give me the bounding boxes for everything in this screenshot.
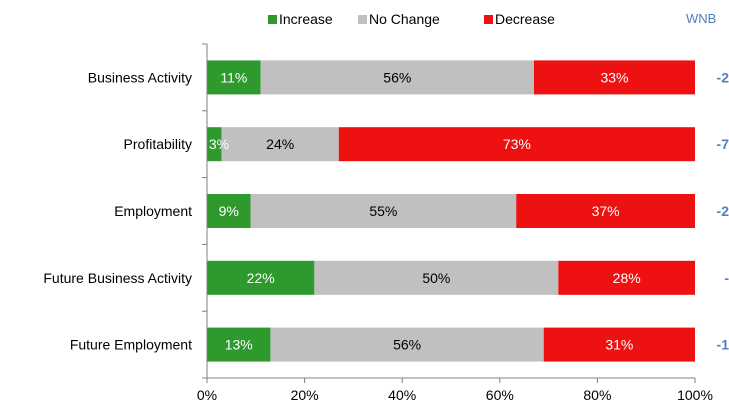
- x-tick-label-2: 40%: [388, 387, 416, 403]
- bar-decrease-future-employment: [543, 327, 695, 362]
- data-label-decrease-future-employment: 31%: [605, 337, 633, 353]
- legend-label-decrease: Decrease: [495, 11, 555, 27]
- wnb-value-future-business-activity: -: [724, 270, 729, 286]
- bar-increase-future-business-activity: [207, 260, 315, 295]
- x-tick-label-0: 0%: [197, 387, 217, 403]
- data-label-no-change-profitability: 24%: [266, 136, 294, 152]
- x-tick-label-4: 80%: [583, 387, 611, 403]
- data-label-increase-employment: 9%: [219, 203, 239, 219]
- legend-item-no-change: No Change: [358, 11, 484, 27]
- bar-no-change-employment: [250, 194, 517, 228]
- x-tick-label-3: 60%: [486, 387, 514, 403]
- legend-item-decrease: Decrease: [484, 11, 555, 27]
- bar-decrease-business-activity: [533, 60, 695, 95]
- bar-no-change-profitability: [221, 127, 339, 162]
- bar-increase-business-activity: [207, 60, 261, 95]
- category-label-employment: Employment: [114, 203, 192, 219]
- wnb-value-business-activity: -2: [717, 69, 729, 85]
- x-tick-label-5: 100%: [677, 387, 713, 403]
- data-label-no-change-employment: 55%: [369, 203, 397, 219]
- bar-decrease-employment: [516, 194, 695, 228]
- wnb-header: WNB: [686, 11, 717, 26]
- category-label-profitability: Profitability: [124, 136, 192, 152]
- bar-increase-profitability: [207, 127, 222, 162]
- data-label-decrease-profitability: 73%: [503, 136, 531, 152]
- data-label-decrease-business-activity: 33%: [600, 69, 628, 85]
- wnb-value-employment: -2: [717, 203, 729, 219]
- bar-decrease-future-business-activity: [558, 260, 695, 295]
- legend-swatch-no-change: [358, 14, 367, 24]
- legend-label-increase: Increase: [279, 11, 333, 27]
- data-label-no-change-future-business-activity: 50%: [422, 270, 450, 286]
- data-label-decrease-future-business-activity: 28%: [613, 270, 641, 286]
- category-label-future-employment: Future Employment: [70, 337, 192, 353]
- data-label-increase-future-business-activity: 22%: [247, 270, 275, 286]
- legend-item-increase: Increase: [268, 11, 358, 27]
- data-label-decrease-employment: 37%: [592, 203, 620, 219]
- bar-increase-future-employment: [207, 327, 271, 362]
- category-label-business-activity: Business Activity: [88, 69, 192, 85]
- x-tick-label-1: 20%: [291, 387, 319, 403]
- wnb-value-future-employment: -1: [717, 337, 729, 353]
- bar-decrease-profitability: [338, 127, 695, 162]
- wnb-value-profitability: -7: [717, 136, 729, 152]
- legend-swatch-increase: [268, 14, 277, 24]
- data-label-no-change-business-activity: 56%: [383, 69, 411, 85]
- bar-no-change-business-activity: [260, 60, 534, 95]
- category-label-future-business-activity: Future Business Activity: [43, 270, 192, 286]
- data-label-increase-future-employment: 13%: [225, 337, 253, 353]
- data-label-increase-business-activity: 11%: [220, 69, 247, 85]
- bar-increase-employment: [207, 194, 251, 228]
- legend-swatch-decrease: [484, 14, 493, 24]
- chart-legend: Increase No Change Decrease: [268, 9, 555, 29]
- bar-no-change-future-business-activity: [314, 260, 559, 295]
- bar-no-change-future-employment: [270, 327, 544, 362]
- data-label-increase-profitability: 3%: [209, 136, 229, 152]
- data-label-no-change-future-employment: 56%: [393, 337, 421, 353]
- legend-label-no-change: No Change: [369, 11, 440, 27]
